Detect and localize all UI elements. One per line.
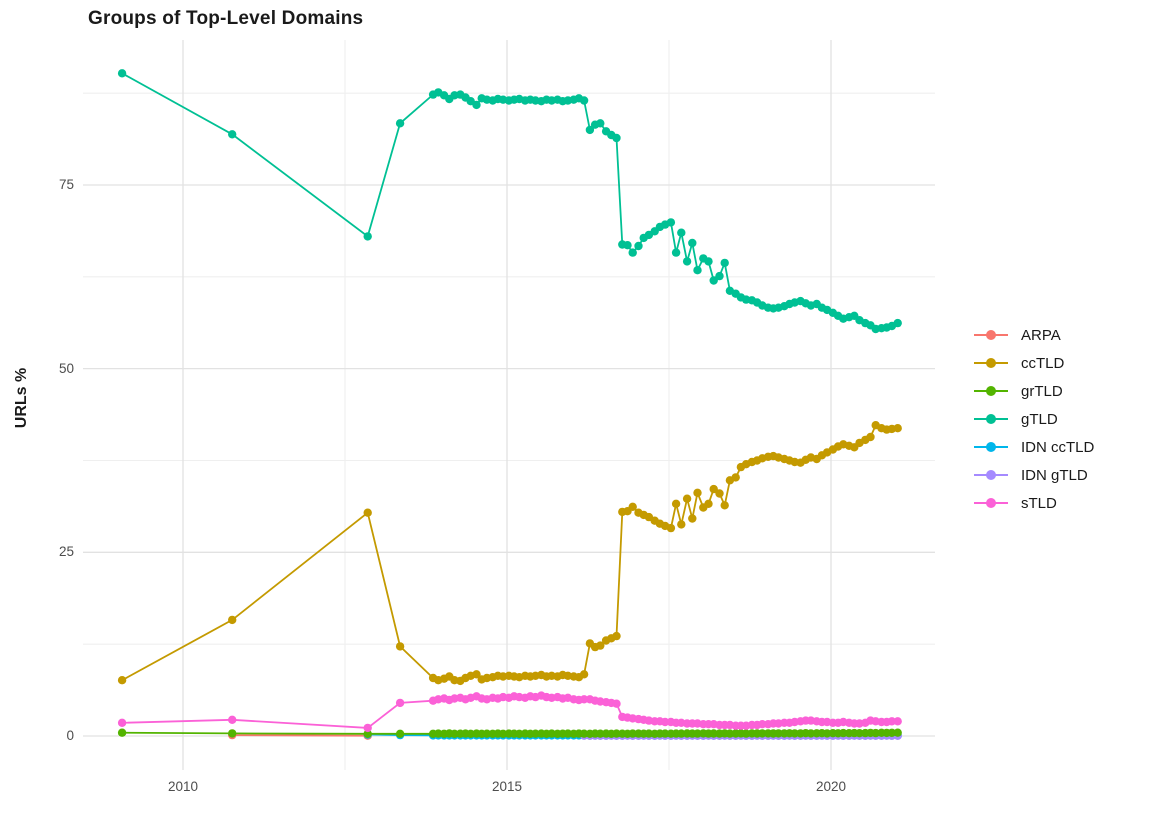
y-tick-label-75: 75 xyxy=(58,177,74,192)
legend-label: IDN gTLD xyxy=(1021,466,1088,484)
series-arpa xyxy=(228,730,372,740)
legend-item-stld: sTLD xyxy=(972,489,1094,517)
legend-key-icon xyxy=(974,358,1008,368)
legend-key-icon xyxy=(974,386,1008,396)
series-gtld xyxy=(117,69,902,334)
y-axis-title: URLs % xyxy=(13,367,30,429)
y-tick-label-25: 25 xyxy=(58,544,74,559)
legend-label: IDN ccTLD xyxy=(1021,438,1095,456)
chart-title: Groups of Top-Level Domains xyxy=(88,8,364,29)
y-tick-label-50: 50 xyxy=(58,361,74,376)
legend-item-gtld: gTLD xyxy=(972,405,1094,433)
series-grtld xyxy=(117,728,902,738)
legend-key-icon xyxy=(974,470,1008,480)
legend-item-arpa: ARPA xyxy=(972,321,1094,349)
legend-key-icon xyxy=(974,330,1008,340)
legend-item-idn-gtld: IDN gTLD xyxy=(972,461,1094,489)
x-tick-label-2015: 2015 xyxy=(491,779,523,794)
legend-item-idn-cctld: IDN ccTLD xyxy=(972,433,1094,461)
y-tick-label-0: 0 xyxy=(66,728,74,743)
x-tick-label-2020: 2020 xyxy=(815,779,847,794)
series-cctld xyxy=(117,421,902,686)
legend-label: ARPA xyxy=(1021,326,1061,344)
legend-label: gTLD xyxy=(1021,410,1058,428)
series-stld xyxy=(117,691,902,733)
legend-key-icon xyxy=(974,442,1008,452)
legend-item-grtld: grTLD xyxy=(972,377,1094,405)
x-tick-label-2010: 2010 xyxy=(167,779,199,794)
legend-label: ccTLD xyxy=(1021,354,1065,372)
legend: ARPA ccTLD grTLD gTLD IDN ccTLD IDN gTLD sTLD xyxy=(972,321,1094,517)
legend-key-icon xyxy=(974,414,1008,424)
legend-label: sTLD xyxy=(1021,494,1057,512)
legend-key-icon xyxy=(974,498,1008,508)
legend-item-cctld: ccTLD xyxy=(972,349,1094,377)
legend-label: grTLD xyxy=(1021,382,1063,400)
